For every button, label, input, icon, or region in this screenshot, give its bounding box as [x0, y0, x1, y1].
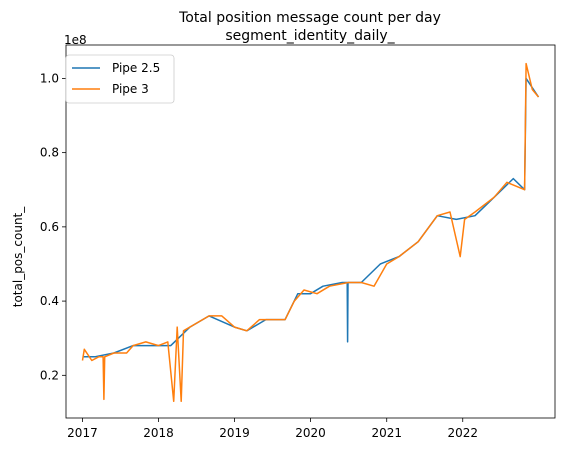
chart-subtitle: segment_identity_daily_: [225, 28, 395, 44]
y-offset-label: 1e8: [64, 33, 87, 47]
y-tick-label: 0.4: [40, 294, 59, 308]
y-tick-label: 0.2: [40, 368, 59, 382]
series-line-pipe-3: [81, 62, 540, 403]
legend-box: [65, 54, 175, 104]
y-tick-label: 0.6: [40, 220, 59, 234]
x-tick-label: 2017: [67, 426, 98, 440]
x-tick-label: 2022: [447, 426, 478, 440]
series-line-pipe-2-5: [82, 77, 540, 358]
series-layer: [81, 62, 540, 403]
y-tick-label: 0.8: [40, 146, 59, 160]
x-tick-label: 2019: [219, 426, 250, 440]
x-tick-label: 2020: [295, 426, 326, 440]
chart-title: Total position message count per day: [178, 10, 441, 26]
y-axis-label: total_pos_count_: [11, 206, 25, 308]
legend: Pipe 2.5 Pipe 3: [65, 54, 175, 104]
x-tick-label: 2018: [143, 426, 174, 440]
x-tick-label: 2021: [371, 426, 402, 440]
legend-label-pipe-2-5: Pipe 2.5: [112, 61, 160, 75]
plot-frame: [65, 44, 556, 419]
ticks-layer: 2017 2018 2019 2020 2021 2022 0.2 0.4 0.6 0.8 1.0: [40, 71, 478, 440]
y-tick-label: 1.0: [40, 71, 59, 85]
legend-label-pipe-3: Pipe 3: [112, 82, 149, 96]
